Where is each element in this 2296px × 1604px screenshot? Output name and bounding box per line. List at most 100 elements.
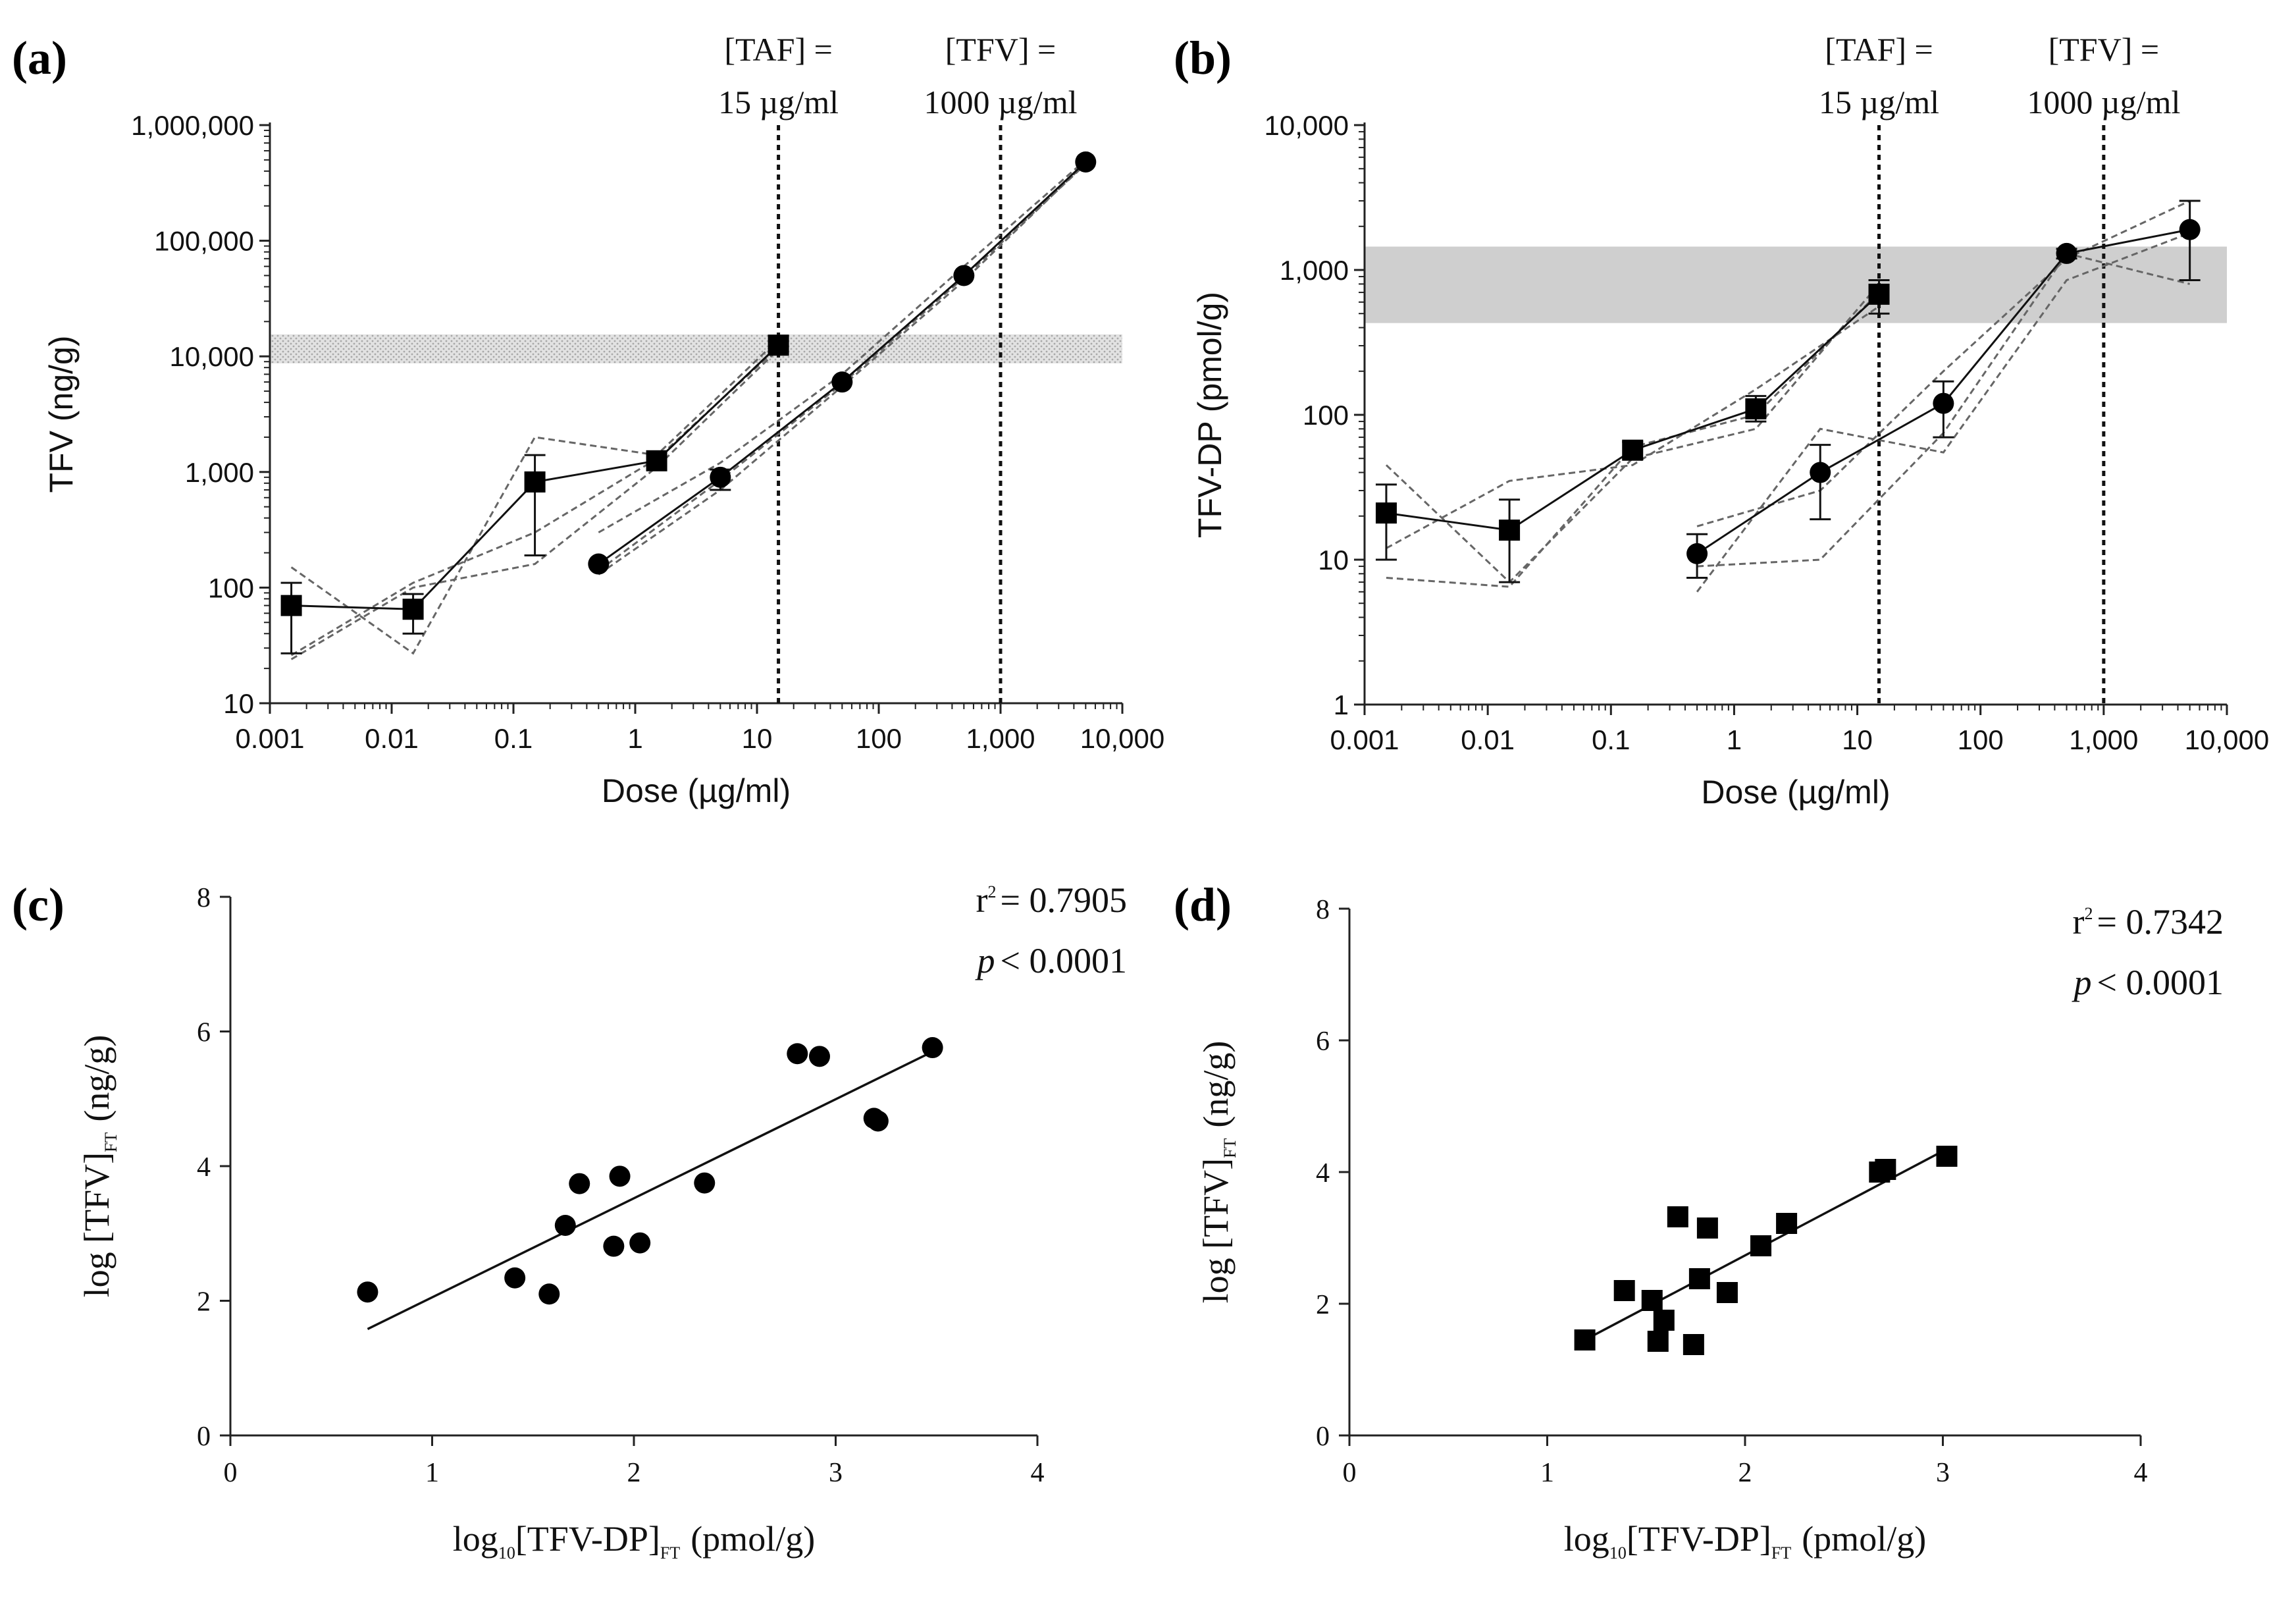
- x-tick-label: 3: [829, 1458, 843, 1488]
- y-title-unit: (ng/g): [1196, 1041, 1236, 1128]
- p-value-label: p < 0.0001: [975, 941, 1127, 980]
- square-marker: [1499, 520, 1521, 541]
- y-tick-label: 10: [223, 688, 254, 719]
- r-squared-label: r2 = 0.7342: [2073, 902, 2224, 942]
- x-title-bracket: [TFV-DP]: [515, 1519, 660, 1559]
- donor-line: [290, 348, 779, 660]
- x-tick-label: 1: [1727, 724, 1742, 755]
- square-point: [1613, 1280, 1635, 1301]
- panel-label-d: (d): [1174, 878, 1232, 931]
- x-axis-title: log10[TFV-DP]FT (pmol/g): [453, 1519, 815, 1563]
- x-tick-label: 3: [1936, 1458, 1950, 1488]
- vline-label-line2: 15 µg/ml: [1819, 84, 1939, 120]
- y-tick-label: 8: [1316, 895, 1330, 925]
- circle-point: [554, 1214, 576, 1236]
- circle-point: [569, 1173, 590, 1194]
- x-tick-label: 10,000: [2185, 724, 2269, 755]
- y-axis-title: TFV-DP (pmol/g): [1191, 292, 1228, 538]
- square-marker: [1868, 283, 1890, 305]
- y-tick-label: 0: [197, 1422, 211, 1452]
- shaded-band: [1365, 246, 2227, 323]
- y-tick-label: 1,000,000: [131, 110, 254, 141]
- y-axis-title: TFV (ng/g): [43, 336, 80, 493]
- p-value: < 0.0001: [2097, 963, 2224, 1002]
- vline-label-line1: [TFV] =: [2048, 31, 2159, 68]
- x-tick-label: 100: [856, 723, 902, 754]
- square-marker: [646, 450, 667, 471]
- p-value-label: p < 0.0001: [2072, 963, 2224, 1002]
- panel-label-c: (c): [12, 878, 65, 931]
- y-tick-label: 4: [1316, 1158, 1330, 1189]
- square-marker: [524, 471, 546, 493]
- square-point: [1875, 1159, 1896, 1180]
- y-tick-label: 6: [1316, 1027, 1330, 1057]
- donor-line: [1386, 306, 1880, 549]
- p-symbol: p: [2072, 963, 2092, 1002]
- circle-point: [603, 1235, 625, 1257]
- vline-label-line1: [TAF] =: [1825, 31, 1933, 68]
- square-point: [1696, 1217, 1718, 1239]
- y-tick-label: 100: [1303, 400, 1349, 431]
- panel-label-b: (b): [1174, 32, 1232, 84]
- circle-marker: [2056, 242, 2077, 264]
- x-title-sub10: 10: [1609, 1543, 1627, 1563]
- x-axis-title: log10[TFV-DP]FT (pmol/g): [1564, 1519, 1926, 1563]
- x-tick-label: 1,000: [2069, 724, 2138, 755]
- y-tick-label: 2: [1316, 1290, 1330, 1320]
- y-tick-label: 1,000: [1280, 255, 1349, 286]
- x-tick-label: 100: [1958, 724, 2004, 755]
- vline-label-line1: [TFV] =: [945, 31, 1056, 68]
- x-title-unit: (pmol/g): [691, 1519, 815, 1559]
- circle-point: [808, 1046, 830, 1067]
- x-title-sub10: 10: [498, 1543, 515, 1563]
- x-tick-label: 0.1: [494, 723, 533, 754]
- x-tick-label: 0.01: [365, 723, 419, 754]
- x-axis-title: Dose (µg/ml): [602, 772, 791, 809]
- x-tick-label: 0: [224, 1458, 238, 1488]
- y-tick-label: 100,000: [154, 226, 254, 257]
- x-tick-label: 0.001: [235, 723, 304, 754]
- donor-line: [1696, 232, 2191, 593]
- x-tick-label: 4: [2134, 1458, 2148, 1488]
- square-point: [1750, 1235, 1772, 1256]
- x-tick-label: 1: [425, 1458, 439, 1488]
- square-point: [1683, 1334, 1704, 1355]
- r-symbol: r: [976, 880, 988, 920]
- y-tick-label: 1,000: [185, 457, 254, 488]
- circle-marker: [953, 265, 975, 286]
- y-tick-label: 0: [1316, 1422, 1330, 1452]
- y-tick-label: 10,000: [1265, 110, 1349, 141]
- x-tick-label: 10: [1842, 724, 1873, 755]
- square-point: [1936, 1146, 1958, 1167]
- circle-marker: [710, 466, 731, 488]
- p-value: < 0.0001: [1001, 941, 1127, 980]
- y-axis-title: log [TFV]FT (ng/g): [1196, 1041, 1239, 1304]
- r-value: = 0.7342: [2097, 902, 2224, 942]
- y-tick-label: 10: [1318, 545, 1349, 575]
- x-tick-label: 2: [627, 1458, 641, 1488]
- r-sup: 2: [988, 882, 997, 901]
- donor-line: [1385, 283, 1880, 584]
- vline-label-line2: 1000 µg/ml: [2027, 84, 2180, 120]
- x-tick-label: 1,000: [966, 723, 1035, 754]
- circle-marker: [831, 371, 853, 393]
- x-tick-label: 4: [1031, 1458, 1045, 1488]
- y-tick-label: 8: [197, 883, 211, 913]
- x-tick-label: 2: [1738, 1458, 1752, 1488]
- x-title-log: log: [453, 1519, 498, 1559]
- donor-line: [290, 338, 779, 655]
- r-value: = 0.7905: [1001, 880, 1127, 920]
- square-marker: [1745, 398, 1767, 419]
- r-symbol: r: [2073, 902, 2085, 942]
- y-title-unit: (ng/g): [77, 1035, 117, 1122]
- x-tick-label: 0: [1343, 1458, 1357, 1488]
- circle-marker: [1933, 392, 1954, 414]
- y-title-main: log [TFV]: [77, 1152, 117, 1297]
- x-axis-title: Dose (µg/ml): [1701, 774, 1890, 811]
- circle-marker: [1810, 462, 1831, 483]
- square-point: [1653, 1310, 1675, 1331]
- circle-marker: [2179, 219, 2201, 240]
- r-squared-label: r2 = 0.7905: [976, 880, 1127, 920]
